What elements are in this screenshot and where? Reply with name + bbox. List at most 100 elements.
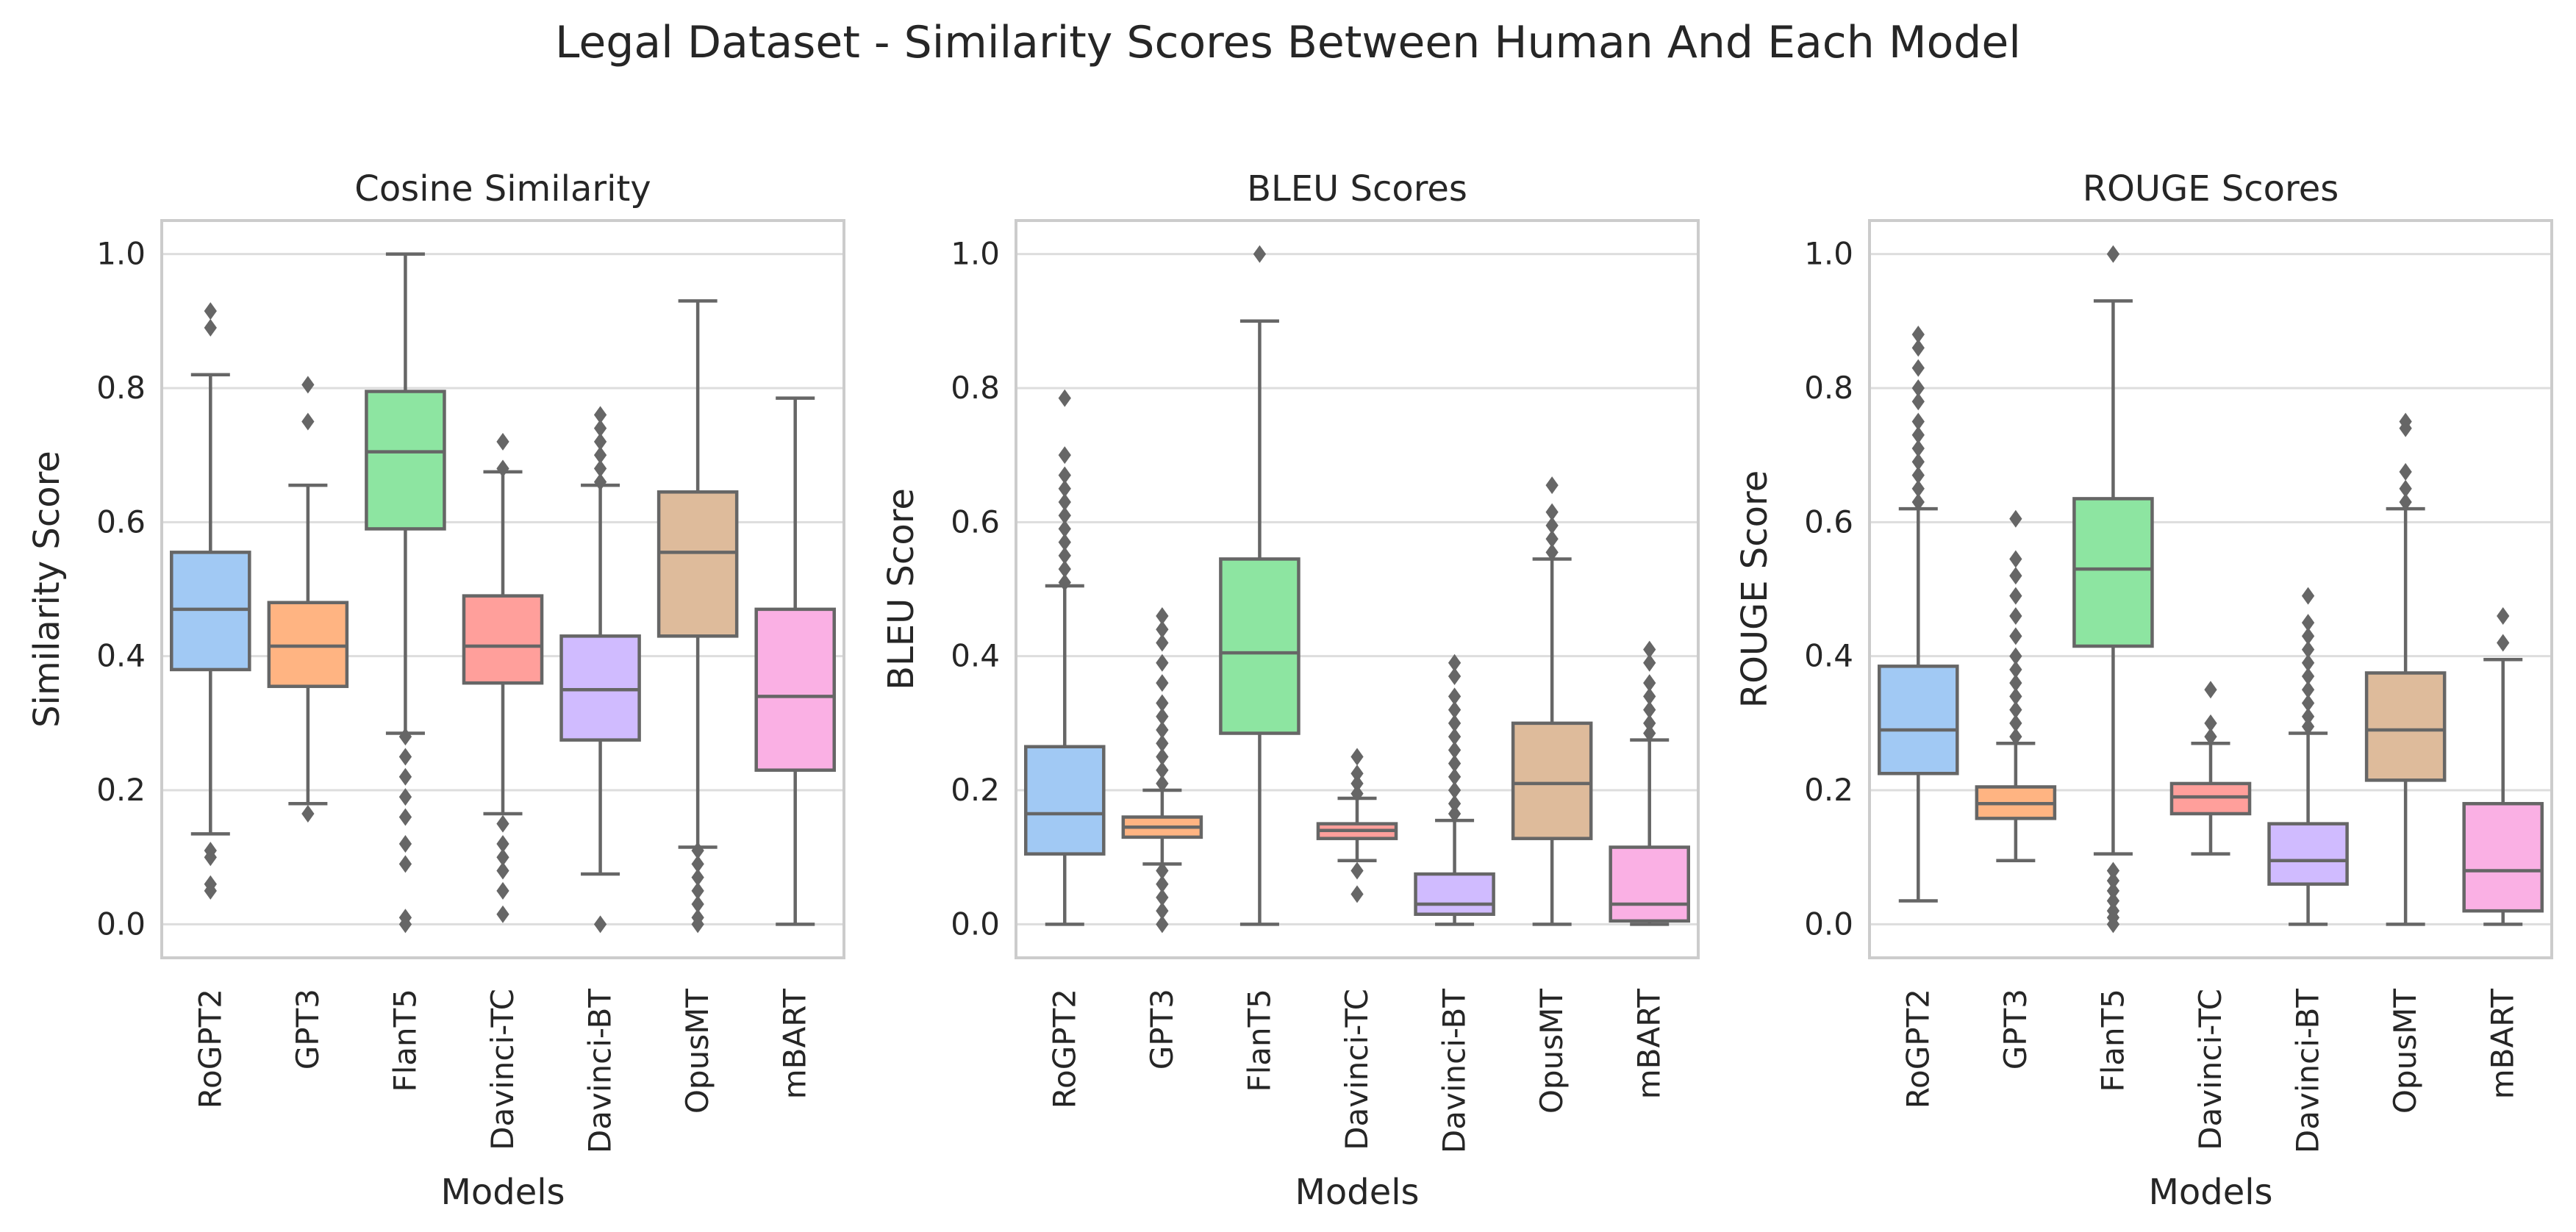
outlier-point <box>1545 503 1559 521</box>
outlier-point <box>593 432 607 451</box>
y-tick-label: 1.0 <box>951 236 1000 272</box>
outlier-point <box>496 905 509 923</box>
y-axis-label: Similarity Score <box>26 451 68 728</box>
outlier-point <box>691 881 704 900</box>
x-tick-label: mBART <box>1631 989 1667 1100</box>
y-tick-label: 0.0 <box>96 906 146 942</box>
outlier-point <box>1911 326 1925 344</box>
outlier-point <box>1911 393 1925 411</box>
outlier-point <box>593 406 607 424</box>
outlier-point <box>496 881 509 900</box>
outlier-point <box>1350 764 1364 783</box>
box-body <box>1878 665 1959 776</box>
outlier-point <box>496 459 509 478</box>
x-tick-label: Davinci-TC <box>1339 989 1375 1150</box>
x-tick-label: Davinci-BT <box>582 989 618 1153</box>
outlier-point <box>1156 862 1169 880</box>
outlier-point <box>593 419 607 437</box>
outlier-point <box>2009 728 2022 746</box>
outlier-point <box>204 302 217 320</box>
outlier-point <box>2204 728 2217 746</box>
outlier-point <box>1448 653 1461 672</box>
y-tick-label: 0.0 <box>951 906 1000 942</box>
outlier-point <box>691 842 704 860</box>
x-tick-label: Davinci-TC <box>484 989 520 1150</box>
outlier-point <box>1448 741 1461 759</box>
outlier-point <box>204 842 217 860</box>
outlier-point <box>1253 245 1267 263</box>
x-tick-label: GPT3 <box>290 989 326 1070</box>
outlier-point <box>1350 862 1364 880</box>
panel-3: 0.0 0.2 0.4 0.6 0.8 1.0 RoGPT2 GPT3 FlanT5 Davinc… <box>1734 168 2553 1213</box>
outlier-point <box>593 446 607 465</box>
outlier-point <box>398 855 412 873</box>
box-body <box>656 490 739 638</box>
outlier-point <box>496 834 509 853</box>
outlier-point <box>1911 493 1925 511</box>
x-axis-label: Models <box>440 1172 565 1213</box>
outlier-point <box>1350 885 1364 903</box>
box-body <box>1511 721 1593 840</box>
outlier-point <box>1448 667 1461 686</box>
outlier-point <box>1156 634 1169 652</box>
x-tick-label: RoGPT2 <box>1046 989 1082 1109</box>
box-mBART <box>2462 606 2544 926</box>
x-tick-label: OpusMT <box>1534 989 1570 1114</box>
outlier-point <box>2497 606 2510 625</box>
y-tick-label: 0.4 <box>96 638 146 674</box>
outlier-point <box>301 412 315 431</box>
outlier-point <box>496 862 509 880</box>
y-tick-label: 0.4 <box>1804 638 1853 674</box>
outlier-point <box>1156 606 1169 625</box>
outlier-point <box>2009 674 2022 692</box>
outlier-point <box>1911 379 1925 397</box>
outlier-point <box>1058 493 1071 511</box>
outlier-point <box>301 804 315 823</box>
x-tick-label: FlanT5 <box>1241 989 1277 1092</box>
y-axis-label: BLEU Score <box>881 488 922 690</box>
panel-title: Cosine Similarity <box>354 168 651 209</box>
outlier-point <box>398 788 412 806</box>
outlier-point <box>1448 701 1461 719</box>
x-tick-label: Davinci-BT <box>1437 989 1473 1153</box>
box-mBART <box>1609 640 1690 926</box>
axes-frame <box>160 219 845 959</box>
outlier-point <box>593 473 607 491</box>
box-RoGPT2 <box>170 302 251 900</box>
outlier-point <box>2497 634 2510 652</box>
box-GPT3 <box>267 376 349 823</box>
outlier-point <box>2399 412 2412 431</box>
panel-1: 0.0 0.2 0.4 0.6 0.8 1.0 RoGPT2 GPT3 FlanT5 Davinc… <box>26 168 845 1213</box>
outlier-point <box>398 767 412 786</box>
x-axis-label: Models <box>2148 1172 2272 1213</box>
outlier-point <box>2399 462 2412 481</box>
axes-frame <box>1868 219 2553 959</box>
outlier-point <box>593 459 607 478</box>
outlier-point <box>1156 875 1169 893</box>
outlier-point <box>1156 620 1169 639</box>
panel-title: BLEU Scores <box>1247 168 1467 209</box>
outlier-point <box>398 909 412 927</box>
outlier-point <box>1156 748 1169 766</box>
outlier-point <box>398 748 412 766</box>
outlier-point <box>496 848 509 867</box>
x-tick-label: FlanT5 <box>2094 989 2130 1092</box>
outlier-point <box>593 915 607 934</box>
outlier-point <box>1156 707 1169 726</box>
outlier-point <box>1911 339 1925 357</box>
box-body <box>754 607 836 772</box>
box-Davinci-TC <box>1316 748 1398 903</box>
x-tick-label: mBART <box>2485 989 2521 1100</box>
y-axis-label: ROUGE Score <box>1734 470 1775 708</box>
x-tick-label: GPT3 <box>1997 989 2033 1070</box>
outlier-point <box>204 318 217 337</box>
box-body <box>2267 822 2349 886</box>
outlier-point <box>2301 681 2315 699</box>
box-OpusMT <box>656 299 739 934</box>
box-RoGPT2 <box>1024 389 1106 926</box>
outlier-point <box>2106 862 2120 880</box>
box-FlanT5 <box>2072 245 2154 934</box>
y-tick-label: 1.0 <box>1804 236 1853 272</box>
outlier-point <box>691 895 704 914</box>
